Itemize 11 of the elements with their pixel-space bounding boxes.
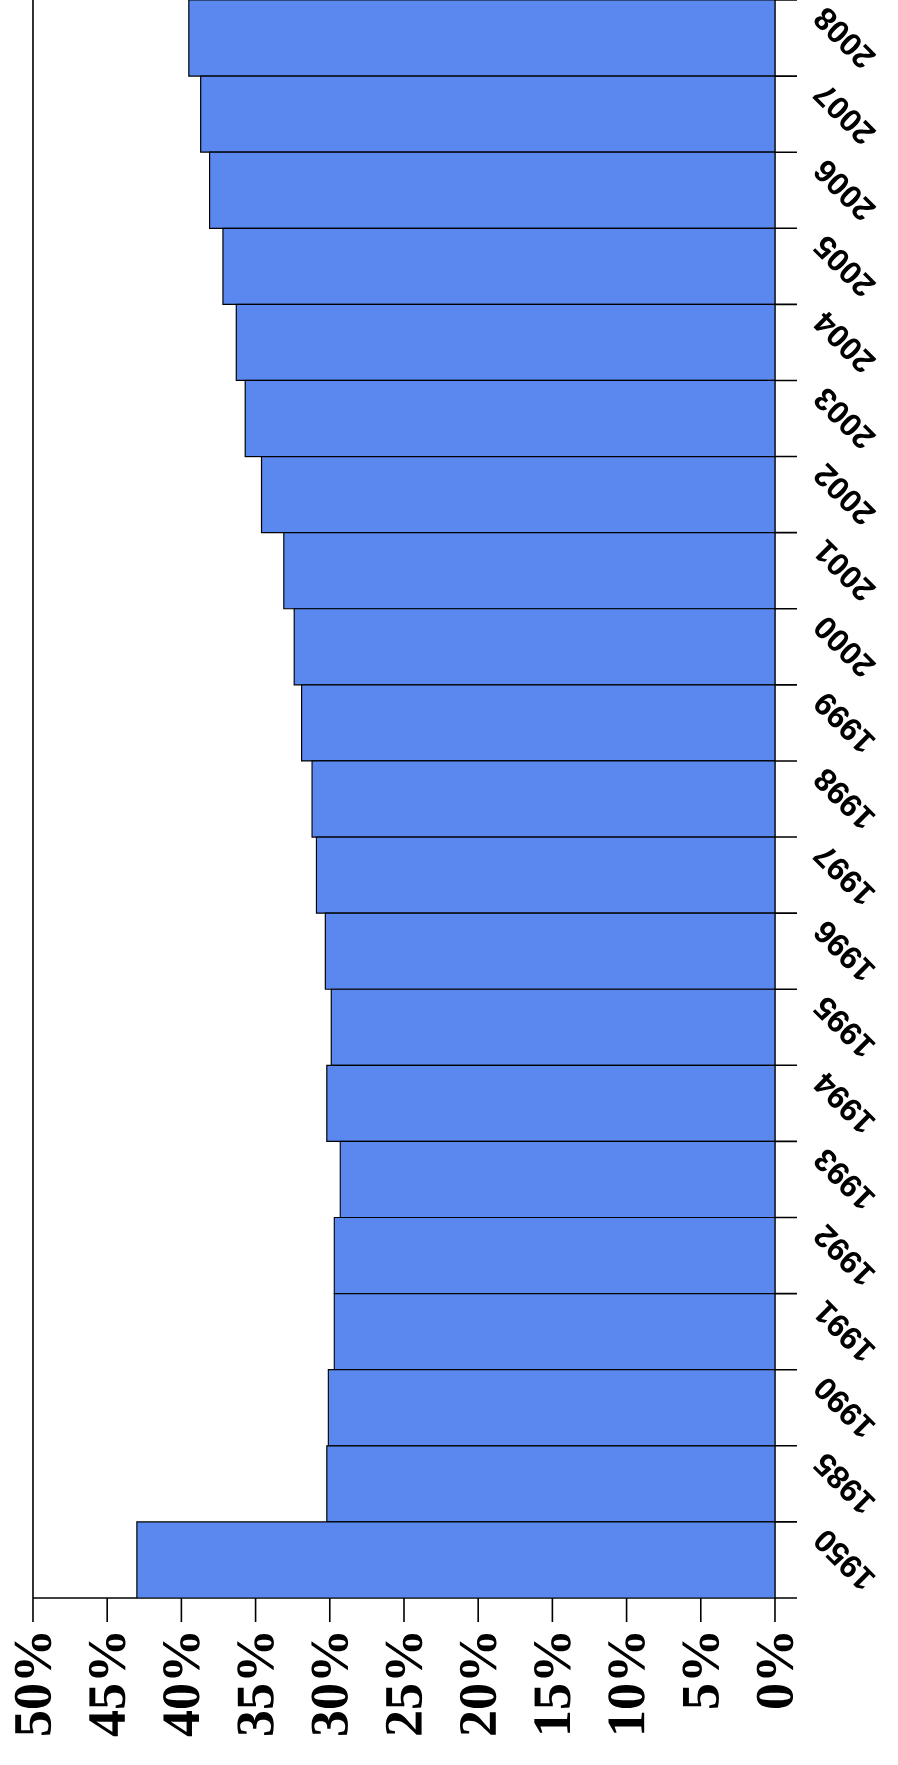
x-tick-label: 0%: [756, 1634, 794, 1708]
x-tick-label: 15%: [534, 1634, 571, 1733]
x-tick-label: 50%: [14, 1634, 52, 1735]
x-tick-label: 30%: [311, 1634, 349, 1736]
x-tick-label: 5%: [682, 1634, 720, 1708]
x-tick-label: 35%: [237, 1634, 274, 1736]
x-tick-label: 25%: [385, 1634, 423, 1735]
x-tick-label: 20%: [459, 1634, 497, 1735]
x-tick-label: 10%: [608, 1634, 645, 1733]
x-tick-label: 45%: [88, 1634, 126, 1737]
x-tick-label: 40%: [163, 1634, 200, 1737]
